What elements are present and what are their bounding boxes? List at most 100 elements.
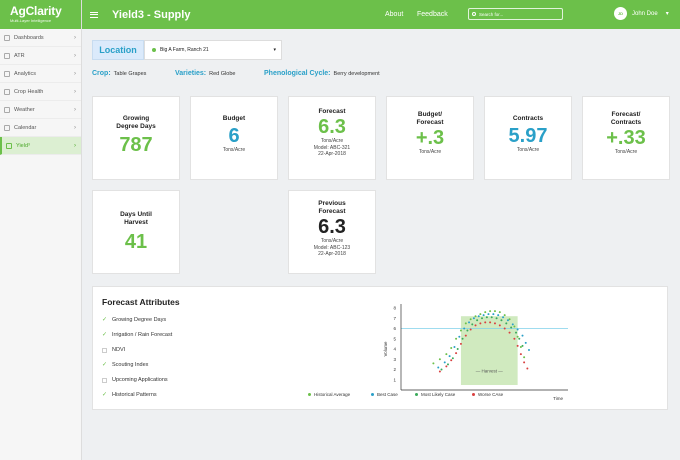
checkmark-icon[interactable]: ✓ (102, 391, 108, 398)
data-point (503, 314, 506, 317)
weather-icon (4, 106, 10, 113)
user-menu[interactable]: JD John Doe ▾ (614, 7, 669, 20)
attribute-label: NDVI (112, 347, 126, 353)
data-point (463, 327, 466, 330)
card-value: 5.97 (508, 125, 548, 147)
card-date: 22-Apr-2018 (318, 151, 346, 157)
phenological-meta: Phenological Cycle: Berry development (264, 70, 380, 77)
sidebar-item-yield[interactable]: Yield³ › (0, 137, 81, 155)
data-point (432, 362, 435, 365)
data-point (508, 331, 511, 334)
sidebar-item-atr[interactable]: ATR › (0, 47, 81, 65)
legend-dot-icon (371, 393, 374, 396)
crop-health-icon (4, 88, 10, 95)
search-box[interactable] (468, 8, 563, 20)
card-title: Contracts (512, 115, 544, 122)
card-unit: Tons/Acre (320, 138, 344, 144)
attribute-item[interactable]: NDVI (102, 347, 125, 353)
data-point (438, 358, 441, 361)
data-point (474, 315, 477, 318)
atr-icon (4, 52, 10, 59)
data-point (468, 321, 471, 324)
checkmark-icon[interactable]: ✓ (102, 361, 108, 368)
data-point (469, 318, 472, 321)
data-point (523, 356, 526, 359)
forecast-attributes-panel: Forecast Attributes ✓ Growing Degree Days… (92, 286, 668, 410)
card-title: Days Until (120, 211, 152, 218)
attribute-item[interactable]: ✓ Irrigation / Rain Forecast (102, 331, 172, 339)
card-title: Forecast (318, 208, 346, 215)
data-point (493, 322, 496, 325)
data-point (456, 348, 459, 350)
data-point (450, 346, 453, 349)
data-point (437, 366, 440, 369)
data-point (516, 344, 519, 347)
legend-dot-icon (415, 393, 418, 396)
attribute-item[interactable]: ✓ Growing Degree Days (102, 316, 166, 324)
search-input[interactable] (479, 11, 559, 17)
crop-meta: Crop: Table Grapes (92, 70, 146, 77)
location-pin-icon (152, 48, 156, 52)
attribute-label: Historical Patterns (112, 392, 157, 398)
location-button[interactable]: Location (92, 40, 144, 60)
sidebar-item-analytics[interactable]: Analytics › (0, 65, 81, 83)
data-point (498, 324, 501, 327)
data-point (497, 314, 500, 317)
data-point (515, 331, 518, 334)
sidebar-item-dashboards[interactable]: Dashboards › (0, 29, 81, 47)
y-tick-label: 1 (393, 377, 396, 382)
x-axis-label: Time (553, 396, 563, 401)
card-title: Previous (318, 200, 346, 207)
data-point (445, 365, 448, 368)
checkmark-icon[interactable]: ✓ (102, 331, 108, 338)
logo[interactable]: AgClarity Multi-Layer Intelligence (0, 0, 81, 29)
sidebar-item-label: Weather (14, 106, 35, 113)
attribute-item[interactable]: Upcoming Applications (102, 377, 168, 383)
data-point (484, 311, 487, 314)
card-unit: Tons/Acre (222, 147, 246, 153)
card-model: Model: ABC-123 (313, 244, 351, 251)
data-point (521, 344, 524, 347)
about-link[interactable]: About (385, 11, 404, 18)
sidebar-nav: Dashboards › ATR › Analytics › Crop Health › Wea… (0, 29, 81, 155)
chevron-right-icon: › (74, 70, 76, 77)
data-point (479, 313, 482, 316)
data-point (464, 334, 467, 337)
data-point (440, 368, 443, 371)
card-title: Harvest (124, 219, 148, 226)
data-point (516, 328, 519, 331)
legend-item: Historical Average (308, 392, 350, 397)
sidebar-item-weather[interactable]: Weather › (0, 101, 81, 119)
hamburger-menu-icon[interactable] (90, 11, 98, 18)
data-point (455, 337, 458, 340)
location-select[interactable]: Big A Farm, Ranch 21 ▾ (144, 40, 282, 60)
legend-dot-icon (308, 393, 311, 396)
data-point (492, 313, 495, 316)
checkmark-icon[interactable]: ✓ (102, 316, 108, 323)
chevron-down-icon: ▾ (665, 11, 669, 17)
sidebar-item-calendar[interactable]: Calendar › (0, 119, 81, 137)
chevron-right-icon: › (74, 106, 76, 113)
attribute-item[interactable]: ✓ Scouting Index (102, 361, 148, 369)
card-title: Forecast (416, 119, 444, 126)
search-icon (472, 12, 476, 16)
data-point (503, 327, 506, 330)
attribute-label: Upcoming Applications (112, 377, 168, 383)
y-tick-label: 2 (393, 367, 396, 372)
yield-icon (6, 142, 12, 149)
feedback-link[interactable]: Feedback (417, 11, 448, 18)
chevron-right-icon: › (74, 88, 76, 95)
data-point (446, 363, 449, 366)
sidebar-item-crop-health[interactable]: Crop Health › (0, 83, 81, 101)
varieties-label: Varieties: (175, 70, 207, 77)
checkbox-empty-icon[interactable] (102, 347, 107, 353)
card-unit: Tons/Acre (418, 149, 442, 155)
data-point (511, 323, 514, 326)
crop-label: Crop: (92, 70, 111, 77)
chevron-right-icon: › (74, 142, 76, 149)
y-tick-label: 4 (393, 347, 396, 352)
data-point (487, 313, 490, 316)
checkbox-empty-icon[interactable] (102, 377, 107, 383)
attribute-item[interactable]: ✓ Historical Patterns (102, 391, 157, 399)
